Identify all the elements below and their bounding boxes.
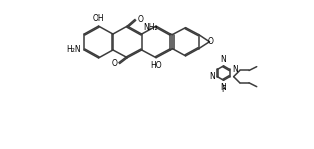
Text: N: N bbox=[232, 65, 238, 74]
Text: O: O bbox=[207, 37, 213, 46]
Text: N: N bbox=[221, 83, 226, 91]
Text: O: O bbox=[111, 59, 117, 68]
Text: NH₂: NH₂ bbox=[143, 23, 158, 32]
Text: O: O bbox=[137, 15, 143, 24]
Text: HO: HO bbox=[150, 61, 162, 70]
Text: N: N bbox=[221, 55, 226, 64]
Text: H₂N: H₂N bbox=[67, 45, 81, 55]
Text: N: N bbox=[209, 72, 215, 81]
Text: F: F bbox=[221, 85, 226, 94]
Text: OH: OH bbox=[93, 14, 104, 23]
